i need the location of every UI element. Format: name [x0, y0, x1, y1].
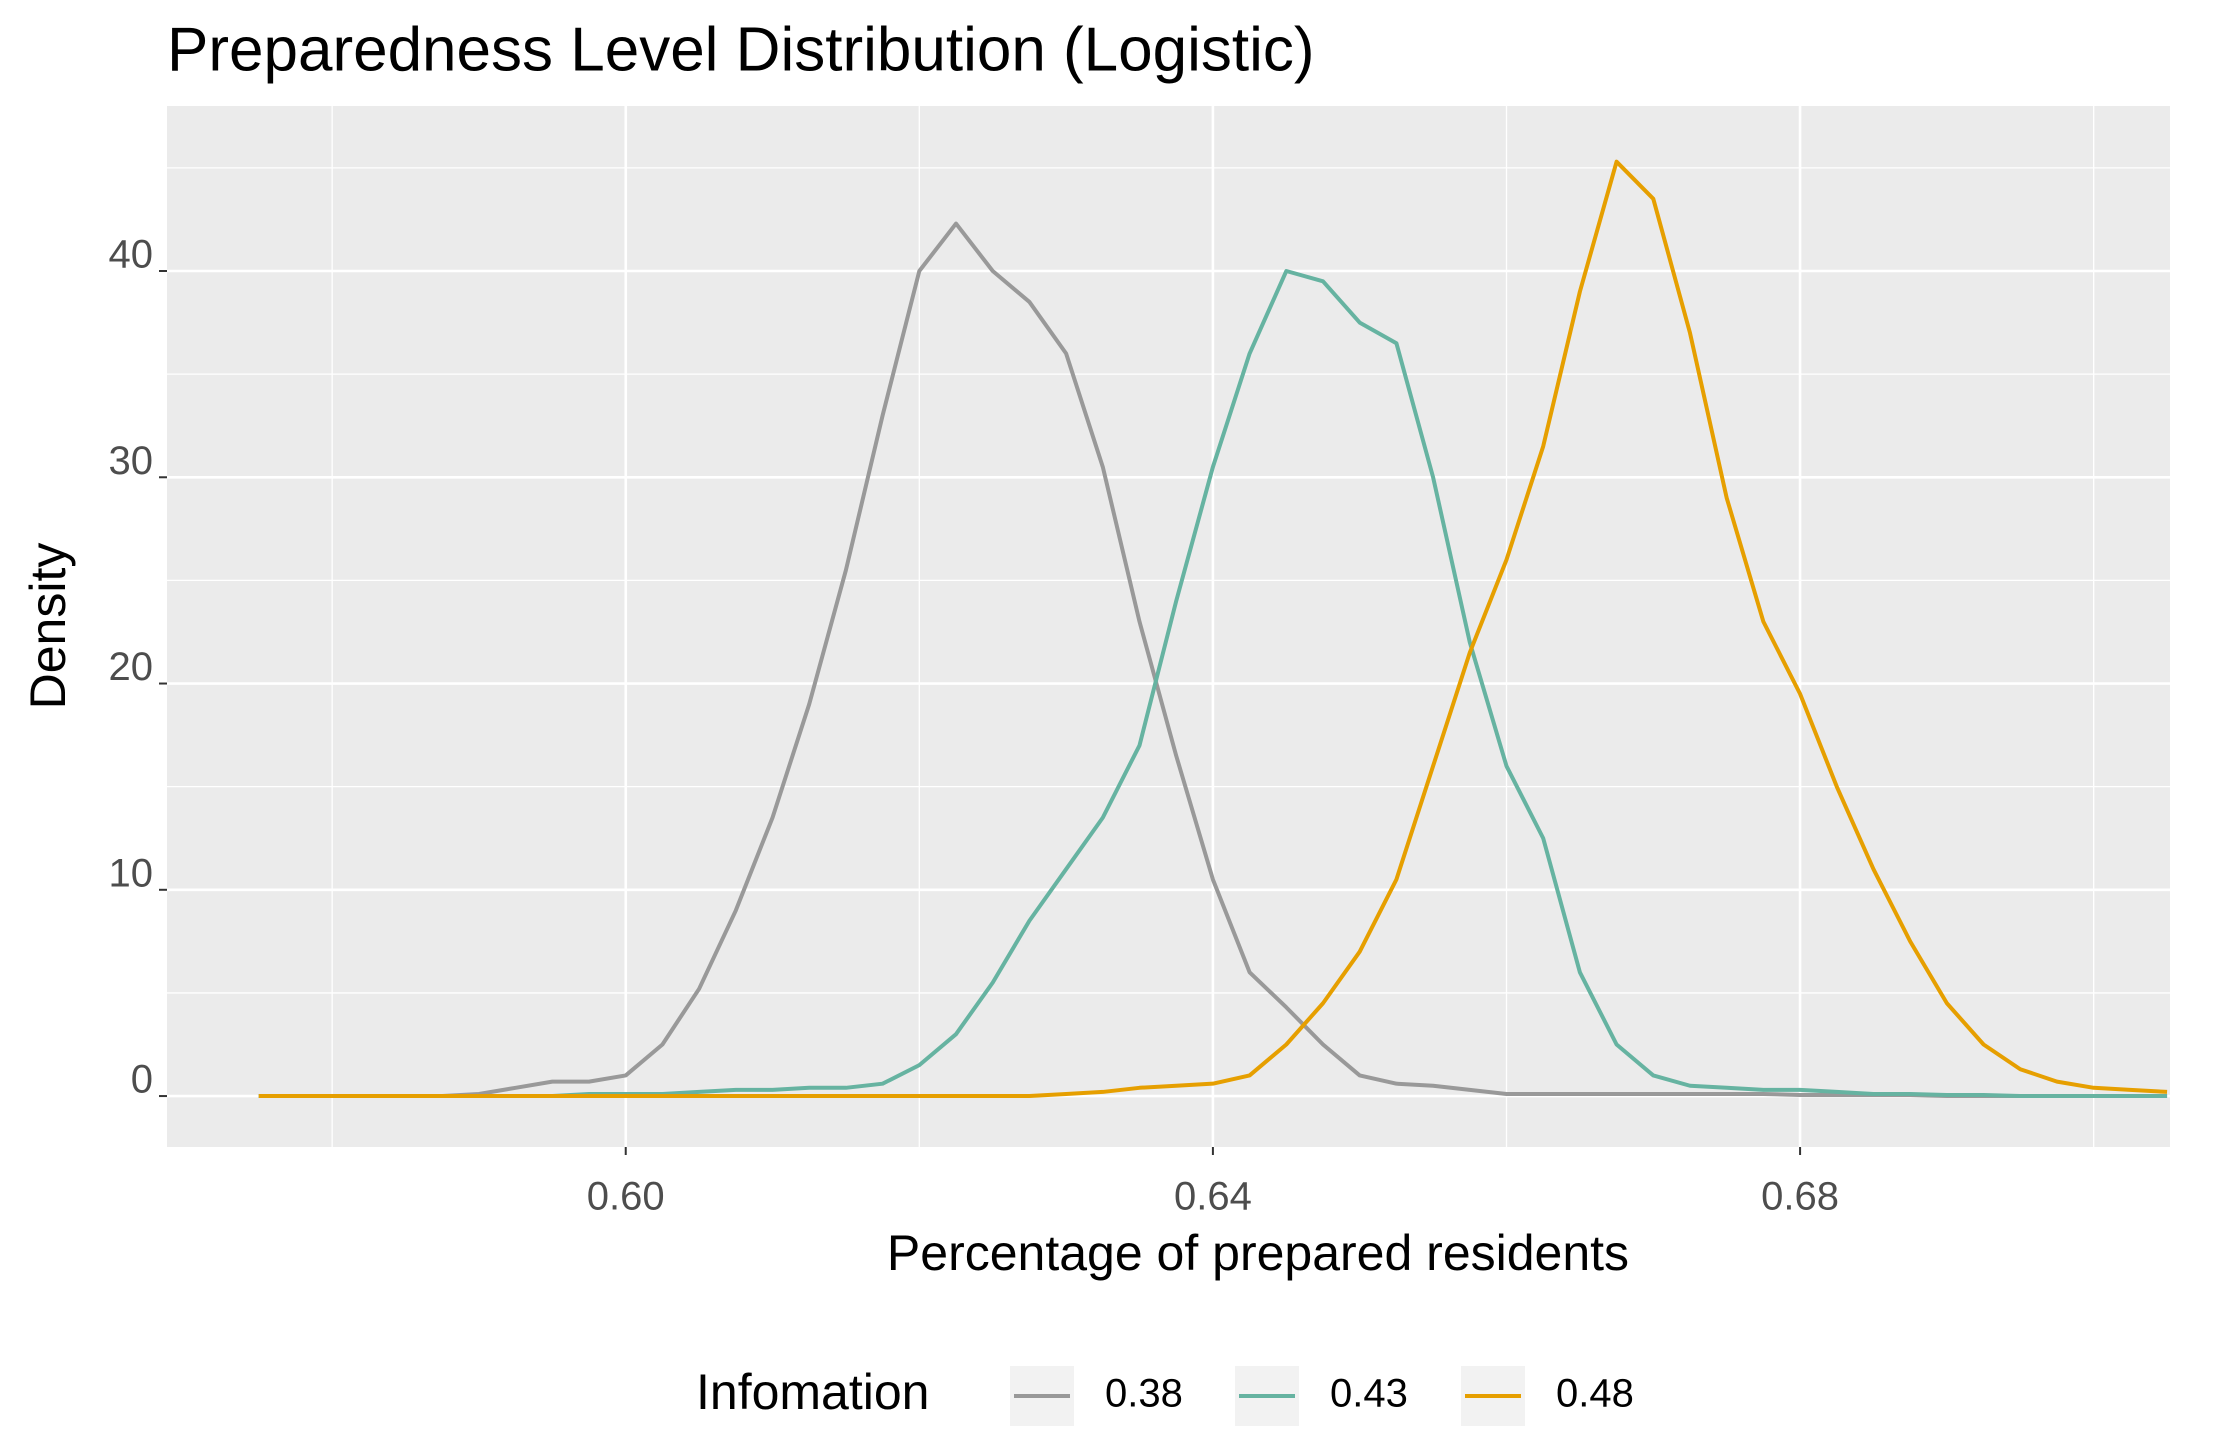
x-axis-title: Percentage of prepared residents [887, 1225, 1629, 1281]
x-tick-label: 0.68 [1761, 1175, 1839, 1219]
y-tick-label: 20 [109, 645, 154, 689]
x-tick-label: 0.64 [1174, 1175, 1252, 1219]
legend-title: Infomation [696, 1364, 929, 1420]
y-axis-title: Density [20, 543, 76, 710]
density-line [258, 159, 2168, 1099]
legend-label: 0.43 [1330, 1372, 1408, 1416]
y-tick-label: 30 [109, 439, 154, 483]
legend-label: 0.48 [1556, 1372, 1634, 1416]
x-tick-label: 0.60 [587, 1175, 665, 1219]
y-tick-label: 0 [131, 1058, 153, 1102]
chart-title: Preparedness Level Distribution (Logisti… [167, 15, 1315, 84]
y-tick-label: 10 [109, 851, 154, 895]
legend-label: 0.38 [1105, 1372, 1183, 1416]
y-tick-label: 40 [109, 233, 154, 277]
density-line [258, 221, 2168, 1099]
